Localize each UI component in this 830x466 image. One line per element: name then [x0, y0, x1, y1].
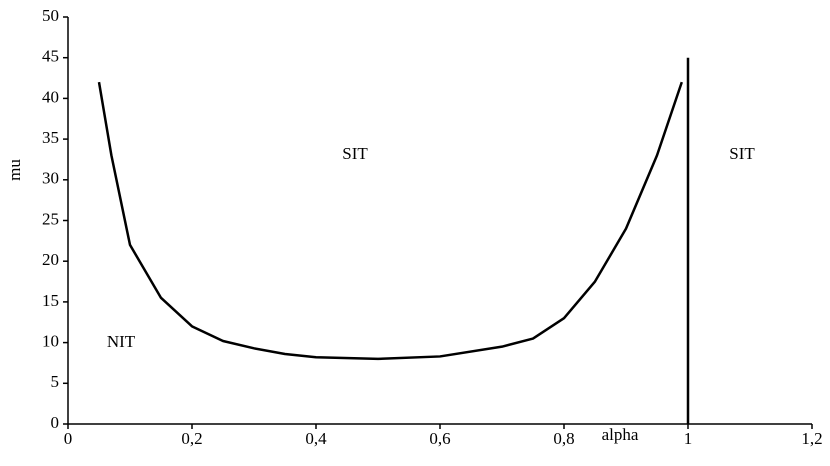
x-axis-label: alpha — [602, 425, 639, 444]
y-tick-label: 50 — [42, 6, 59, 25]
x-tick-label: 0,6 — [429, 429, 450, 448]
line — [97, 81, 683, 361]
y-tick-label: 0 — [51, 413, 60, 432]
x-tick-label: 1,2 — [801, 429, 822, 448]
y-tick-label: 25 — [42, 209, 59, 228]
region-label: SIT — [729, 144, 755, 163]
y-tick-label: 20 — [42, 250, 59, 269]
y-tick-label: 40 — [42, 87, 59, 106]
x-tick-label: 1 — [684, 429, 693, 448]
x-tick-label: 0,8 — [553, 429, 574, 448]
region-label: SIT — [342, 144, 368, 163]
y-tick-label: 15 — [42, 291, 59, 310]
x-tick-label: 0,4 — [305, 429, 327, 448]
region-label: NIT — [107, 332, 136, 351]
y-tick-label: 10 — [42, 332, 59, 351]
y-tick-label: 30 — [42, 169, 59, 188]
x-tick-label: 0,2 — [181, 429, 202, 448]
x-tick-label: 0 — [64, 429, 73, 448]
y-tick-label: 45 — [42, 47, 59, 66]
y-tick-label: 35 — [42, 128, 59, 147]
y-tick-label: 5 — [51, 372, 60, 391]
y-axis-label: mu — [5, 159, 24, 181]
